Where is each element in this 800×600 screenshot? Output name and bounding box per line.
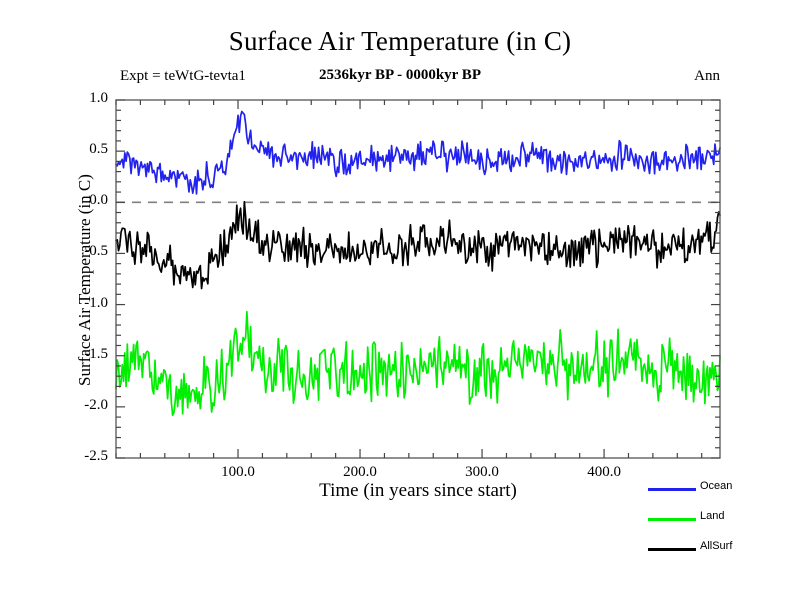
legend-item: Land — [648, 510, 798, 541]
y-tick-label: -2.5 — [84, 448, 108, 464]
series-line-allsurf — [115, 200, 721, 290]
page-title: Surface Air Temperature (in C) — [228, 26, 572, 56]
y-tick-label: -1.5 — [84, 345, 108, 362]
averaging-label: Ann — [694, 68, 720, 84]
series-line-land — [115, 310, 721, 417]
y-tick-label: -1.0 — [84, 294, 108, 311]
y-axis-title: Surface Air Temperature (in C) — [75, 174, 94, 386]
legend-label: AllSurf — [700, 540, 733, 552]
x-tick-label: 200.0 — [343, 464, 377, 480]
legend-swatch-allsurf — [648, 548, 696, 551]
y-tick-label: 0.0 — [89, 192, 108, 209]
y-tick-label: 0.5 — [89, 141, 108, 158]
period-subtitle: 2536kyr BP - 0000kyr BP — [319, 67, 481, 83]
legend-swatch-land — [648, 518, 696, 521]
y-tick-label: 1.0 — [89, 90, 108, 106]
x-tick-label: 300.0 — [465, 464, 499, 480]
series-line-ocean — [115, 110, 721, 195]
chart-legend: Ocean Land AllSurf — [648, 480, 798, 571]
y-tick-label: -2.0 — [84, 396, 108, 413]
legend-label: Land — [700, 510, 725, 522]
x-tick-label: 400.0 — [587, 464, 621, 480]
y-tick-label: -0.5 — [84, 243, 108, 260]
x-tick-label: 100.0 — [221, 464, 255, 480]
legend-label: Ocean — [700, 480, 733, 492]
experiment-label: Expt = teWtG-tevta1 — [120, 68, 246, 84]
legend-swatch-ocean — [648, 488, 696, 491]
plot-frame — [115, 99, 721, 459]
legend-item: AllSurf — [648, 540, 798, 571]
x-axis-title: Time (in years since start) — [319, 480, 517, 501]
legend-item: Ocean — [648, 480, 798, 511]
